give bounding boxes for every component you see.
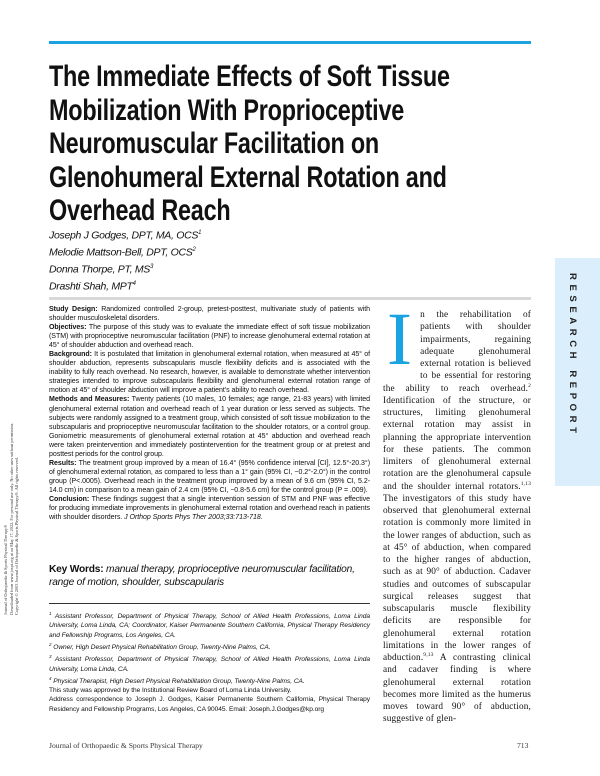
abstract-objectives: Objectives: The purpose of this study wa… bbox=[49, 324, 370, 350]
author: Donna Thorpe, PT, MS3 bbox=[49, 263, 154, 276]
author: Melodie Mattson-Bell, DPT, OCS2 bbox=[49, 246, 196, 259]
page-number: 713 bbox=[517, 741, 529, 750]
abstract-background: Background: It is postulated that limita… bbox=[49, 351, 370, 395]
drop-cap: I bbox=[387, 298, 413, 381]
keywords: Key Words: manual therapy, proprioceptiv… bbox=[49, 564, 355, 588]
abstract-conclusion: Conclusion: These findings suggest that … bbox=[49, 495, 370, 522]
abstract-results: Results: The treatment group improved by… bbox=[49, 459, 370, 494]
approval-note: This study was approved by the Instituti… bbox=[49, 687, 292, 695]
correspondence: Address correspondence to Joseph J. Godg… bbox=[49, 696, 370, 713]
abstract: Study Design: Randomized controlled 2-gr… bbox=[49, 305, 370, 522]
abstract-study-design: Study Design: Randomized controlled 2-gr… bbox=[49, 306, 370, 323]
footnote: 2 Owner, High Desert Physical Rehabilita… bbox=[49, 641, 271, 651]
title-line: Overhead Reach bbox=[49, 194, 231, 228]
article-title: The Immediate Effects of Soft Tissue Mob… bbox=[49, 60, 517, 228]
section-label: RESEARCH REPORT bbox=[567, 273, 578, 438]
title-line: Neuromuscular Facilitation on bbox=[49, 127, 379, 161]
footer-journal-name: Journal of Orthopaedic & Sports Physical… bbox=[49, 741, 203, 750]
author-list: Joseph J Godges, DPT, MA, OCS1 Melodie M… bbox=[49, 226, 201, 294]
footnote: 1 Assistant Professor, Department of Phy… bbox=[49, 611, 370, 639]
footnote: 4 Physical Therapist, High Desert Physic… bbox=[49, 675, 305, 685]
author: Drashti Shah, MPT4 bbox=[49, 280, 136, 293]
download-notice: Journal of Orthopaedic & Sports Physical… bbox=[3, 422, 20, 615]
top-accent-bar bbox=[49, 41, 531, 44]
abstract-methods: Methods and Measures: Twenty patients (1… bbox=[49, 396, 370, 458]
section-label-box bbox=[555, 258, 600, 486]
author: Joseph J Godges, DPT, MA, OCS1 bbox=[49, 229, 202, 242]
divider bbox=[49, 297, 531, 300]
title-line: Mobilization With Proprioceptive bbox=[49, 93, 405, 127]
footnotes: 1 Assistant Professor, Department of Phy… bbox=[49, 609, 370, 714]
footnote-divider bbox=[49, 603, 370, 604]
footnote: 3 Assistant Professor, Department of Phy… bbox=[49, 654, 370, 673]
title-line: Glenohumeral External Rotation and bbox=[49, 160, 447, 194]
title-line: The Immediate Effects of Soft Tissue bbox=[49, 60, 450, 93]
